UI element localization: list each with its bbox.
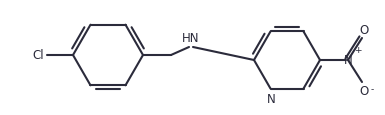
Text: HN: HN (182, 32, 200, 45)
Text: O: O (359, 84, 368, 97)
Text: Cl: Cl (32, 49, 44, 62)
Text: O: O (359, 24, 368, 37)
Text: +: + (354, 46, 362, 55)
Text: N: N (344, 54, 352, 67)
Text: -: - (371, 84, 374, 93)
Text: N: N (267, 92, 276, 105)
